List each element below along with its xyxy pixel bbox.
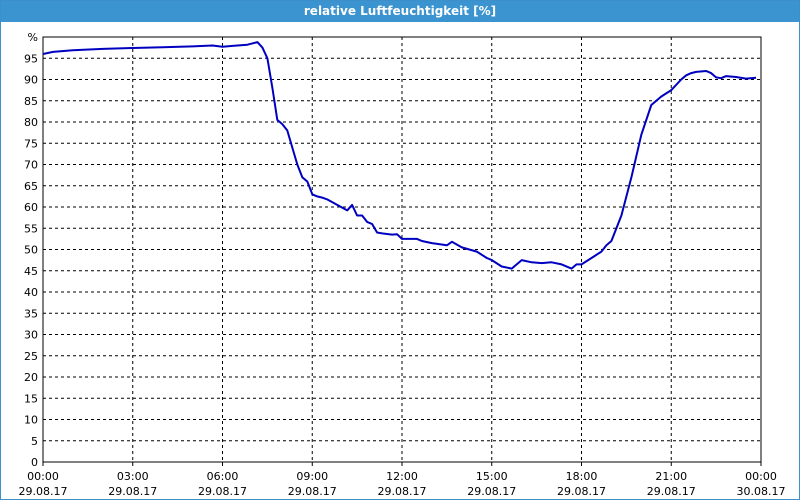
humidity-series-line <box>42 41 757 270</box>
humidity-chart: 0 5 10 15 20 25 30 35 40 45 50 55 60 65 70 75 80 85 90 95% 0… <box>19 31 786 498</box>
y-tick-label: 90 <box>24 74 38 87</box>
x-tick-date-label: 29.08.17 <box>198 485 247 498</box>
x-tick-date-label: 29.08.17 <box>557 485 606 498</box>
x-tick-date-label: 30.08.17 <box>737 485 786 498</box>
y-tick-label: 30 <box>24 329 38 342</box>
y-tick-label: 60 <box>24 201 38 214</box>
y-tick-label: 20 <box>24 371 38 384</box>
x-tick-time-label: 09:00 <box>296 470 328 483</box>
x-tick-date-label: 29.08.17 <box>19 485 68 498</box>
y-tick-label: 85 <box>24 95 38 108</box>
x-tick-time-label: 15:00 <box>476 470 508 483</box>
x-tick-time-label: 06:00 <box>207 470 239 483</box>
y-tick-label: 95 <box>24 52 38 65</box>
y-tick-label: 0 <box>31 456 38 469</box>
x-tick-time-label: 18:00 <box>566 470 598 483</box>
x-tick-time-label: 03:00 <box>117 470 149 483</box>
y-tick-label: 5 <box>31 435 38 448</box>
x-tick-date-label: 29.08.17 <box>108 485 157 498</box>
y-axis-label: % <box>28 31 38 44</box>
window-title: relative Luftfeuchtigkeit [%] <box>1 1 799 22</box>
x-tick-time-label: 00:00 <box>745 470 777 483</box>
x-tick-time-label: 12:00 <box>386 470 418 483</box>
y-tick-label: 25 <box>24 350 38 363</box>
y-tick-label: 80 <box>24 116 38 129</box>
y-tick-label: 50 <box>24 244 38 257</box>
y-tick-label: 75 <box>24 137 38 150</box>
x-tick-time-label: 21:00 <box>655 470 687 483</box>
x-tick-date-label: 29.08.17 <box>647 485 696 498</box>
y-tick-label: 35 <box>24 307 38 320</box>
x-tick-time-label: 00:00 <box>27 470 59 483</box>
y-tick-label: 65 <box>24 180 38 193</box>
y-tick-label: 10 <box>24 414 38 427</box>
y-tick-label: 15 <box>24 392 38 405</box>
y-tick-label: 70 <box>24 159 38 172</box>
y-tick-label: 45 <box>24 265 38 278</box>
y-tick-label: 40 <box>24 286 38 299</box>
x-tick-date-label: 29.08.17 <box>288 485 337 498</box>
y-tick-label: 55 <box>24 222 38 235</box>
x-tick-date-label: 29.08.17 <box>378 485 427 498</box>
x-tick-date-label: 29.08.17 <box>467 485 516 498</box>
